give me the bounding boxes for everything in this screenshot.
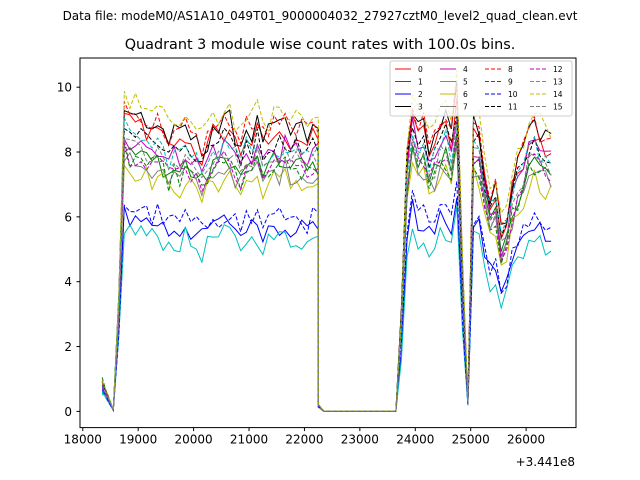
legend-label-9: 9 xyxy=(508,78,513,87)
x-tick-label: 19000 xyxy=(119,433,157,447)
legend-label-3: 3 xyxy=(418,103,423,112)
legend-label-14: 14 xyxy=(553,90,563,99)
legend-label-8: 8 xyxy=(508,65,513,74)
legend-label-15: 15 xyxy=(553,103,563,112)
x-tick-label: 23000 xyxy=(341,433,379,447)
series-line-12 xyxy=(101,137,552,412)
legend-label-2: 2 xyxy=(418,90,423,99)
x-tick-label: 18000 xyxy=(64,433,102,447)
data-file-suptitle: Data file: modeM0/AS1A10_049T01_90000040… xyxy=(63,9,578,23)
x-tick-label: 24000 xyxy=(396,433,434,447)
x-tick-label: 25000 xyxy=(452,433,490,447)
legend-label-6: 6 xyxy=(463,90,468,99)
x-tick-label: 26000 xyxy=(507,433,545,447)
series-line-13 xyxy=(102,117,552,412)
axes xyxy=(79,57,577,429)
x-tick-label: 22000 xyxy=(285,433,323,447)
y-axis-ticks: 0 2 4 6 8 10 xyxy=(57,81,80,419)
y-tick-label: 6 xyxy=(64,210,72,224)
legend-label-5: 5 xyxy=(463,78,468,87)
legend-label-1: 1 xyxy=(418,78,423,87)
y-tick-label: 2 xyxy=(64,340,72,354)
y-tick-label: 4 xyxy=(64,275,72,289)
legend-label-4: 4 xyxy=(463,65,468,74)
legend-box xyxy=(389,60,573,117)
series-lines xyxy=(101,70,552,413)
chart-title: Quadrant 3 module wise count rates with … xyxy=(125,37,516,53)
x-tick-label: 21000 xyxy=(230,433,268,447)
y-tick-label: 10 xyxy=(57,81,72,95)
x-tick-label: 20000 xyxy=(175,433,213,447)
legend-label-13: 13 xyxy=(553,78,563,87)
y-tick-label: 0 xyxy=(64,405,72,419)
legend-label-11: 11 xyxy=(508,103,518,112)
y-tick-label: 8 xyxy=(64,146,72,160)
legend-label-7: 7 xyxy=(463,103,468,112)
legend-label-0: 0 xyxy=(418,65,423,74)
x-offset-label: +3.441e8 xyxy=(516,455,575,469)
legend-label-10: 10 xyxy=(508,90,518,99)
legend-label-12: 12 xyxy=(553,65,563,74)
series-line-15 xyxy=(101,117,552,412)
x-axis-ticks: 18000 19000 20000 21000 22000 23000 24000 25000… xyxy=(64,427,545,447)
axes-frame xyxy=(79,57,577,429)
